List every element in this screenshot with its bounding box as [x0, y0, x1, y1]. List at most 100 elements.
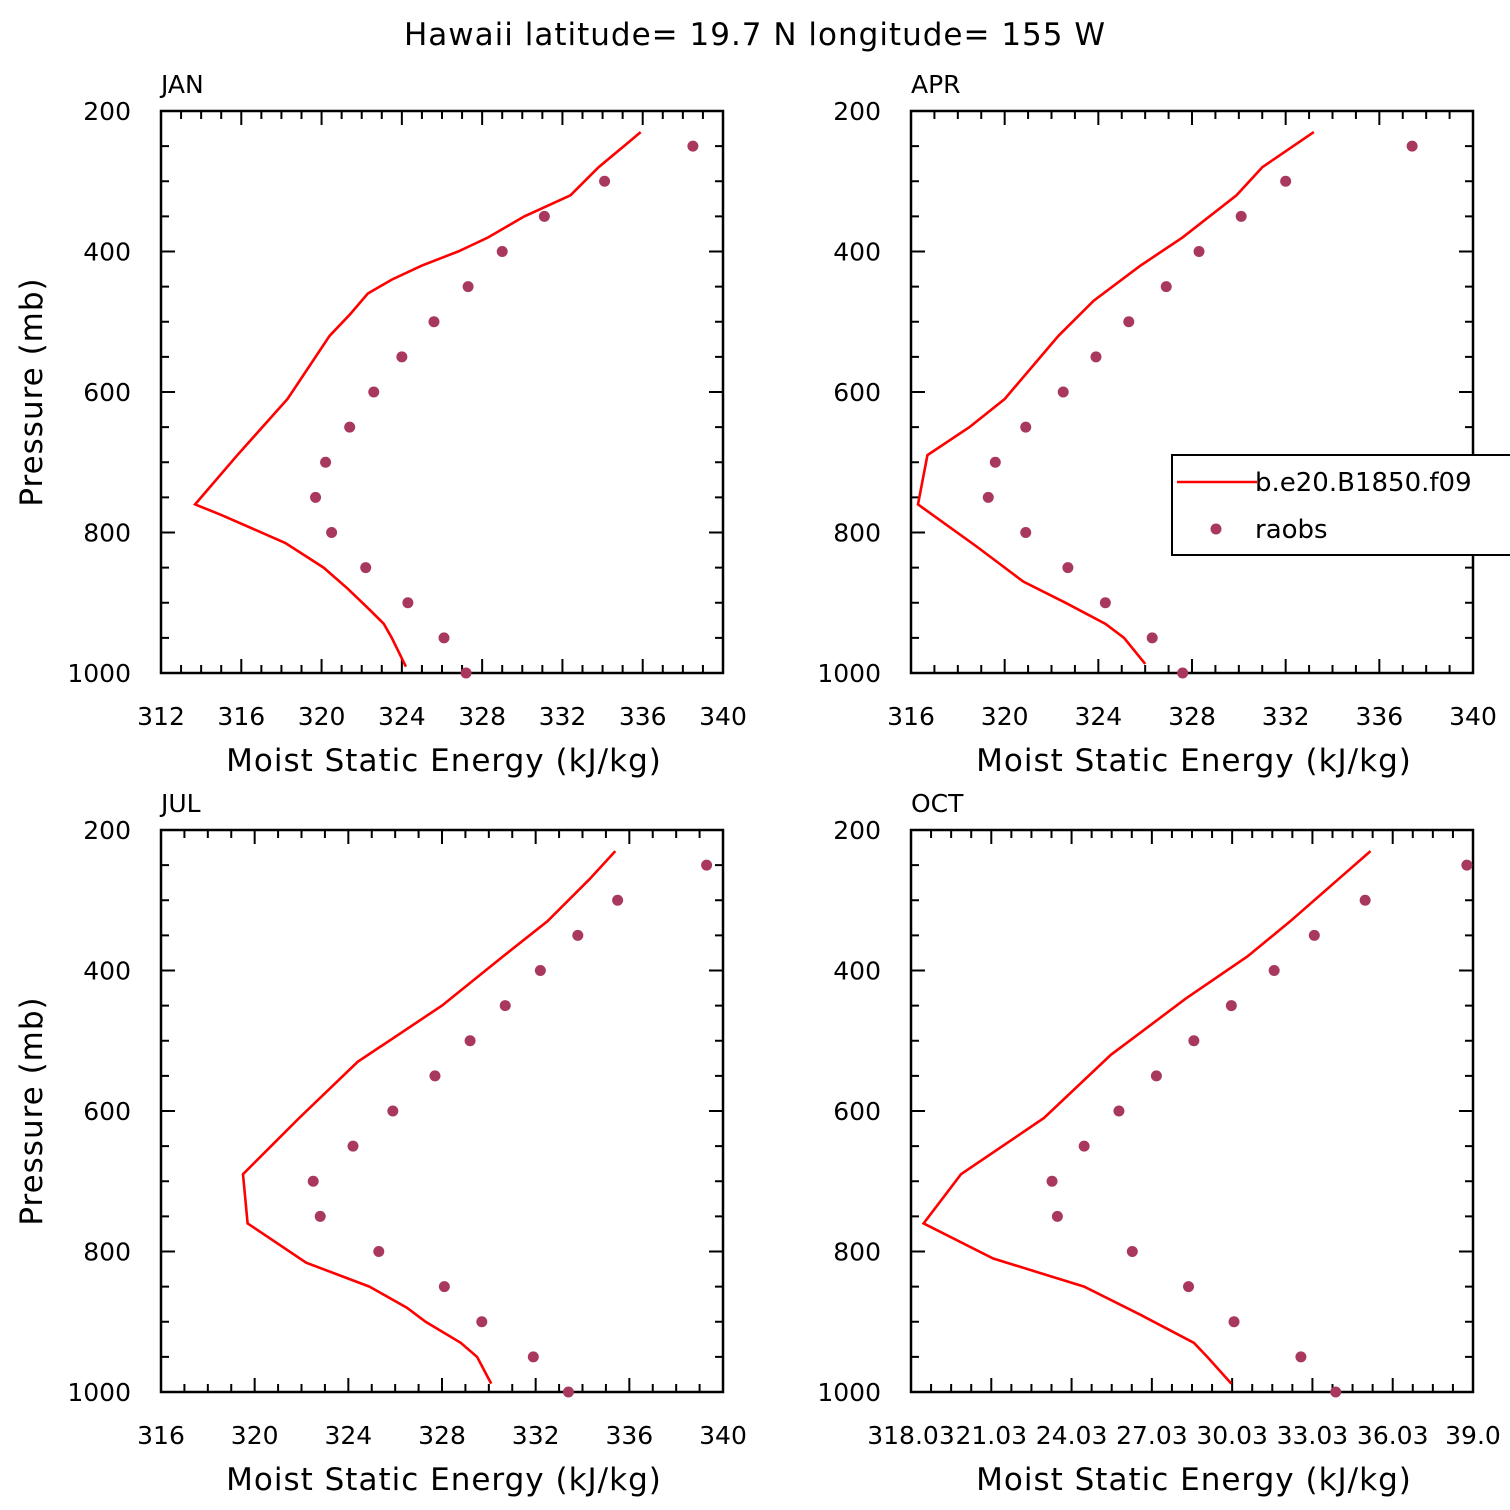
x-axis-title: Moist Static Energy (kJ/kg) [976, 1462, 1412, 1498]
panel-label: JAN [159, 70, 204, 99]
legend-dot-swatch [1210, 523, 1222, 535]
obs-point [438, 1281, 450, 1293]
chart-panels: 312 316 320 324 328 332 336 340 200 400 600 800 1000… [14, 70, 1501, 1498]
chart-panel-apr: 316 320 324 328 332 336 340 200 400 600 800 1000 APR… [817, 70, 1496, 779]
obs-point [396, 351, 408, 363]
model-line [192, 131, 642, 668]
y-tick-label: 1000 [67, 659, 131, 688]
obs-point [701, 859, 713, 871]
x-axis-title: Moist Static Energy (kJ/kg) [226, 743, 662, 779]
x-axis-title: Moist Static Energy (kJ/kg) [226, 1462, 662, 1498]
x-tick-label: 320 [231, 1421, 279, 1450]
y-tick-label: 600 [833, 378, 881, 407]
x-tick-label: 324 [1074, 702, 1122, 731]
x-tick-label: 39.0 [1445, 1421, 1501, 1450]
obs-point [1020, 421, 1032, 433]
chart-panel-oct: 318.03 21.03 24.03 27.03 30.03 33.03 36.03 39.0… [817, 789, 1500, 1498]
obs-point [1160, 281, 1172, 293]
obs-point [1330, 1386, 1342, 1398]
x-tick-label: 332 [1262, 702, 1310, 731]
obs-point [982, 491, 994, 503]
y-tick-label: 200 [833, 816, 881, 845]
x-tick-label: 328 [458, 702, 506, 731]
obs-point [1228, 1316, 1240, 1328]
obs-point [1406, 140, 1418, 152]
obs-point [1188, 1035, 1200, 1047]
x-tick-label: 320 [298, 702, 346, 731]
chart-panel-jan: 312 316 320 324 328 332 336 340 200 400 600 800 1000… [14, 70, 747, 779]
obs-point [1020, 527, 1032, 538]
y-tick-label: 200 [83, 816, 131, 845]
obs-point [1078, 1140, 1090, 1152]
chart-title: Hawaii latitude= 19.7 N longitude= 155 W [404, 17, 1106, 53]
obs-point [1046, 1175, 1058, 1187]
y-tick-label: 600 [83, 378, 131, 407]
obs-point [538, 210, 550, 222]
obs-point [599, 175, 611, 187]
x-tick-label: 316 [887, 702, 935, 731]
obs-point [1359, 894, 1371, 906]
x-tick-label: 324 [324, 1421, 372, 1450]
y-tick-label: 1000 [817, 1378, 881, 1407]
obs-point [1177, 667, 1189, 679]
obs-point [562, 1386, 574, 1398]
plot-frame [159, 828, 725, 1394]
obs-point [464, 1035, 476, 1047]
obs-point [1461, 859, 1473, 871]
obs-point [527, 1351, 539, 1363]
obs-point [326, 527, 338, 538]
y-tick-label: 200 [833, 97, 881, 126]
y-tick-label: 800 [833, 1238, 881, 1267]
obs-point [428, 316, 440, 328]
x-tick-label: 340 [1449, 702, 1497, 731]
x-tick-label: 316 [137, 1421, 185, 1450]
x-tick-label: 320 [981, 702, 1029, 731]
obs-point [1099, 597, 1111, 609]
x-tick-label: 318.03 [867, 1421, 954, 1450]
obs-point [1295, 1351, 1307, 1363]
obs-point [1308, 929, 1320, 941]
obs-point [1057, 386, 1069, 398]
y-tick-label: 800 [83, 1238, 131, 1267]
x-tick-label: 332 [539, 702, 587, 731]
y-tick-label: 600 [833, 1097, 881, 1126]
obs-point [460, 667, 472, 679]
obs-point [387, 1105, 399, 1117]
legend-box [1171, 454, 1510, 556]
plot-frame [909, 828, 1475, 1394]
x-tick-label: 340 [699, 702, 747, 731]
obs-point [462, 281, 474, 293]
panel-label: OCT [911, 789, 964, 818]
y-tick-label: 400 [83, 957, 131, 986]
y-tick-label: 800 [833, 519, 881, 548]
y-tick-label: 1000 [67, 1378, 131, 1407]
obs-point [989, 456, 1001, 468]
obs-point [368, 386, 380, 398]
obs-point [1183, 1281, 1195, 1293]
obs-point [310, 491, 322, 503]
y-tick-label: 400 [833, 957, 881, 986]
model-line [241, 850, 617, 1385]
obs-point [320, 456, 332, 468]
x-tick-label: 27.03 [1116, 1421, 1188, 1450]
obs-point [1225, 1000, 1237, 1012]
obs-point [307, 1175, 319, 1187]
legend-label-obs: raobs [1255, 515, 1328, 545]
x-axis-title: Moist Static Energy (kJ/kg) [976, 743, 1412, 779]
obs-point [476, 1316, 488, 1328]
obs-point [1113, 1105, 1125, 1117]
obs-point [496, 246, 508, 257]
plot-frame [159, 109, 725, 675]
obs-point [1062, 562, 1074, 574]
x-tick-label: 316 [217, 702, 265, 731]
x-tick-label: 336 [605, 1421, 653, 1450]
obs-point [1123, 316, 1135, 328]
y-tick-label: 400 [83, 238, 131, 267]
y-tick-label: 600 [83, 1097, 131, 1126]
obs-point [373, 1246, 385, 1257]
obs-point [1235, 210, 1247, 222]
obs-point [1126, 1246, 1138, 1257]
y-tick-label: 400 [833, 238, 881, 267]
obs-point [1146, 632, 1158, 644]
